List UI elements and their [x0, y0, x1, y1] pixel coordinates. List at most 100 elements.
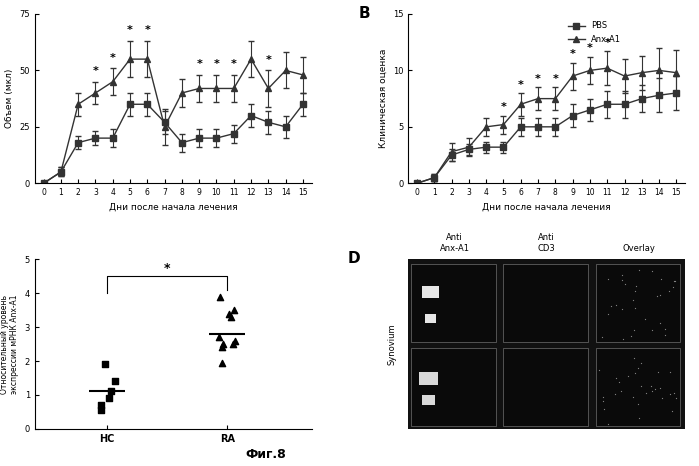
- Bar: [411, 348, 496, 426]
- Point: [668, 277, 679, 285]
- Point: [619, 280, 630, 288]
- Y-axis label: Относительный уровень
экспрессии мРНК Anx-A1: Относительный уровень экспрессии мРНК An…: [0, 295, 19, 394]
- Point: [96, 406, 107, 414]
- Point: [625, 332, 636, 340]
- Point: [627, 393, 638, 401]
- Point: [632, 400, 643, 408]
- X-axis label: Дни после начала лечения: Дни после начала лечения: [482, 203, 611, 212]
- Text: *: *: [196, 59, 202, 69]
- Text: Anti
CD3: Anti CD3: [538, 233, 556, 253]
- Text: *: *: [570, 49, 575, 59]
- Point: [667, 407, 678, 415]
- Point: [615, 387, 626, 394]
- Text: *: *: [587, 43, 593, 54]
- Point: [660, 325, 671, 333]
- Point: [603, 421, 614, 428]
- Point: [217, 344, 228, 351]
- Point: [597, 393, 608, 401]
- Point: [640, 316, 651, 323]
- Point: [629, 305, 640, 312]
- Point: [663, 288, 675, 295]
- Point: [628, 354, 640, 362]
- Text: *: *: [127, 26, 133, 35]
- Bar: [596, 348, 680, 426]
- Point: [634, 267, 645, 274]
- Legend: PBS, Anx-A1: PBS, Anx-A1: [565, 18, 625, 47]
- Text: *: *: [552, 74, 559, 84]
- Point: [632, 364, 643, 371]
- Text: Фиг.8: Фиг.8: [245, 448, 286, 461]
- Text: *: *: [231, 59, 237, 69]
- Point: [652, 369, 663, 376]
- Point: [634, 414, 645, 421]
- Bar: [419, 372, 438, 385]
- Bar: [425, 315, 436, 323]
- Point: [217, 359, 228, 366]
- Text: *: *: [164, 262, 171, 274]
- Text: *: *: [535, 74, 541, 84]
- Text: Synovium: Synovium: [387, 323, 396, 365]
- Point: [228, 307, 239, 314]
- Point: [617, 276, 628, 284]
- Point: [594, 366, 605, 374]
- Point: [635, 359, 646, 367]
- Point: [610, 374, 621, 382]
- Text: *: *: [92, 66, 99, 76]
- Point: [640, 390, 651, 397]
- Point: [665, 368, 676, 375]
- Text: *: *: [110, 53, 116, 62]
- Point: [651, 292, 663, 299]
- Point: [647, 267, 658, 274]
- Point: [109, 377, 120, 385]
- Point: [628, 296, 639, 304]
- Point: [630, 282, 642, 290]
- Point: [629, 327, 640, 334]
- Point: [669, 277, 680, 285]
- Point: [636, 382, 647, 390]
- Point: [596, 333, 607, 341]
- Text: *: *: [604, 38, 610, 48]
- Point: [650, 385, 661, 393]
- Text: D: D: [347, 251, 360, 266]
- Point: [616, 305, 627, 313]
- Point: [645, 382, 656, 390]
- Point: [630, 288, 641, 295]
- Point: [647, 387, 658, 395]
- Point: [656, 275, 667, 282]
- Point: [654, 319, 665, 327]
- Point: [227, 340, 238, 348]
- Point: [668, 390, 679, 397]
- Point: [230, 337, 241, 344]
- Text: Overlay: Overlay: [623, 244, 656, 253]
- Text: Anti
Anx-A1: Anti Anx-A1: [440, 233, 470, 253]
- Point: [217, 340, 228, 348]
- Point: [598, 406, 609, 413]
- Point: [654, 384, 665, 392]
- Point: [670, 394, 682, 401]
- Point: [665, 390, 676, 397]
- Bar: [422, 286, 439, 297]
- Point: [605, 302, 617, 309]
- Text: B: B: [359, 6, 370, 21]
- Bar: [422, 395, 435, 405]
- Point: [613, 378, 624, 386]
- Text: *: *: [214, 59, 219, 69]
- X-axis label: Дни после начала лечения: Дни после начала лечения: [109, 203, 238, 212]
- Point: [603, 310, 614, 317]
- Bar: [411, 264, 496, 342]
- Point: [225, 313, 236, 321]
- Point: [598, 397, 609, 405]
- Point: [106, 388, 117, 395]
- Text: *: *: [518, 80, 524, 89]
- Point: [611, 301, 622, 308]
- Bar: [503, 348, 588, 426]
- Bar: [596, 264, 680, 342]
- Point: [659, 331, 670, 338]
- Point: [103, 395, 115, 402]
- Point: [214, 334, 225, 341]
- Point: [618, 336, 629, 343]
- Text: *: *: [500, 102, 506, 112]
- Y-axis label: Клиническая оценка: Клиническая оценка: [378, 49, 387, 148]
- Point: [215, 293, 226, 301]
- Point: [654, 291, 665, 299]
